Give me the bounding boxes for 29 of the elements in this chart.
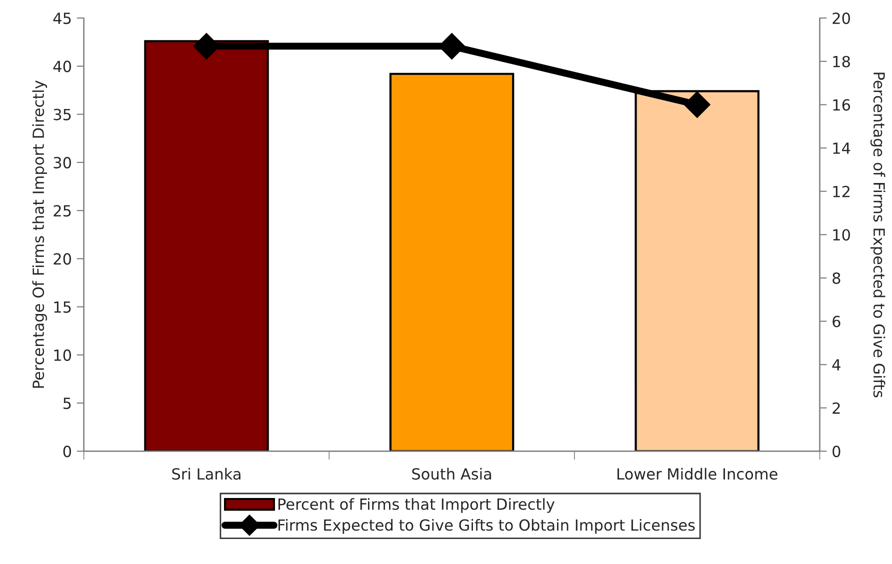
- y-tick-label: 25: [54, 205, 71, 217]
- y2-tick-label: 6: [832, 316, 840, 328]
- y2-axis-title: Percentage of Firms Expected to Give Gifts: [870, 72, 886, 398]
- x-tick-label: Lower Middle Income: [618, 468, 778, 480]
- y2-tick-label: 10: [833, 229, 850, 241]
- y2-tick-label: 12: [833, 186, 850, 198]
- y-axis-title: Percentage Of Firms that Import Directly: [32, 80, 48, 388]
- x-tick-label: South Asia: [412, 468, 492, 480]
- y-tick-label: 15: [54, 301, 71, 313]
- legend-label: Percent of Firms that Import Directly: [278, 498, 555, 513]
- y2-tick-label: 14: [833, 142, 850, 154]
- bar: [389, 72, 514, 452]
- x-tick-label: Sri Lanka: [172, 468, 240, 480]
- y-tick-label: 30: [54, 156, 72, 168]
- y-tick-label: 35: [54, 108, 71, 120]
- legend-label: Firms Expected to Give Gifts to Obtain Import Licenses: [278, 518, 695, 534]
- y2-tick-label: 0: [832, 446, 840, 458]
- y2-tick-label: 2: [832, 402, 840, 414]
- y-tick-label: 0: [63, 446, 72, 458]
- y2-tick-label: 18: [833, 56, 850, 68]
- y-tick-label: 45: [53, 12, 71, 24]
- y-tick-label: 5: [64, 398, 71, 410]
- y2-tick-label: 4: [832, 359, 840, 370]
- y-tick-label: 20: [54, 253, 72, 265]
- y2-tick-label: 8: [832, 272, 840, 284]
- y2-tick-label: 16: [833, 99, 850, 111]
- y-tick-label: 40: [53, 60, 72, 72]
- y2-tick-label: 20: [832, 12, 850, 24]
- y-tick-label: 10: [54, 349, 72, 361]
